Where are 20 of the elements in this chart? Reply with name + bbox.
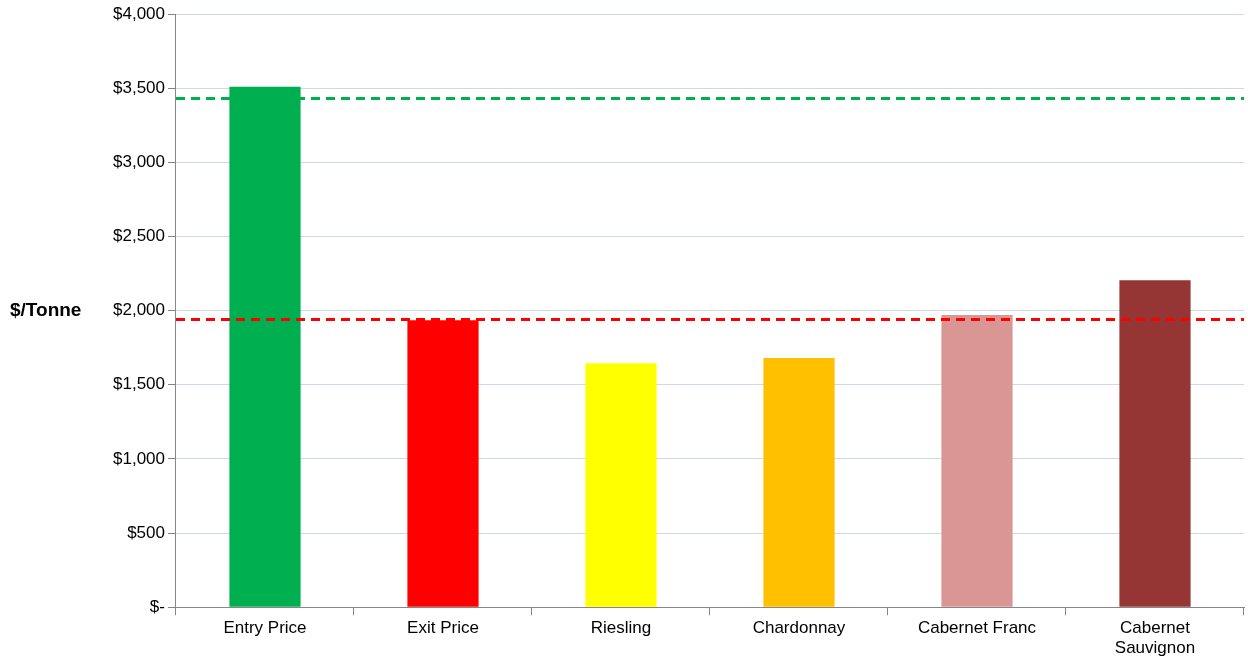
x-tick-label: Entry Price xyxy=(223,618,307,638)
bar xyxy=(763,358,835,607)
y-tick-label: $500 xyxy=(127,522,165,542)
x-tick-label: Cabernet Sauvignon xyxy=(1114,618,1196,658)
y-tick-label: $4,000 xyxy=(113,3,165,23)
x-tick-label: Chardonnay xyxy=(752,618,846,638)
x-tick-label: Exit Price xyxy=(407,618,479,638)
x-tick-label: Cabernet Franc xyxy=(917,618,1037,638)
bar xyxy=(941,315,1013,607)
bar xyxy=(585,363,657,607)
bar xyxy=(1119,280,1191,607)
y-tick-label: $1,000 xyxy=(113,448,165,468)
y-tick-label: $2,500 xyxy=(113,226,165,246)
y-tick-label: $1,500 xyxy=(113,374,165,394)
y-tick-label: $3,500 xyxy=(113,77,165,97)
y-tick-label: $- xyxy=(149,596,165,616)
y-axis-title: $/Tonne xyxy=(10,298,82,320)
y-tick-label: $2,000 xyxy=(113,300,165,320)
x-tick-label: Riesling xyxy=(590,618,652,638)
y-tick-label: $3,000 xyxy=(113,151,165,171)
